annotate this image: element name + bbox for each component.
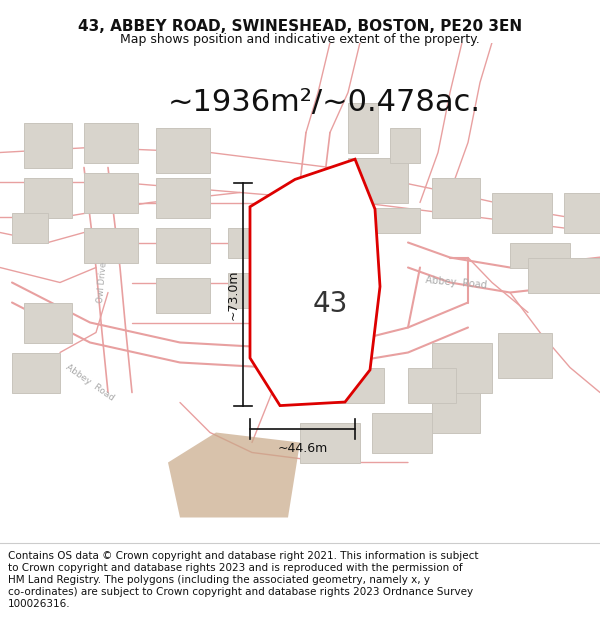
Text: ~44.6m: ~44.6m <box>277 442 328 455</box>
Polygon shape <box>432 177 480 217</box>
Text: ~73.0m: ~73.0m <box>227 269 240 319</box>
Polygon shape <box>228 272 270 308</box>
Text: Contains OS data © Crown copyright and database right 2021. This information is : Contains OS data © Crown copyright and d… <box>8 551 478 561</box>
Polygon shape <box>492 192 552 232</box>
Polygon shape <box>390 127 420 162</box>
Text: Abbey  Road: Abbey Road <box>425 275 487 290</box>
Text: 43: 43 <box>313 291 347 318</box>
Text: Abbey  Road: Abbey Road <box>269 350 331 365</box>
Text: 43, ABBEY ROAD, SWINESHEAD, BOSTON, PE20 3EN: 43, ABBEY ROAD, SWINESHEAD, BOSTON, PE20… <box>78 19 522 34</box>
Polygon shape <box>432 392 480 432</box>
Polygon shape <box>168 432 300 518</box>
Text: to Crown copyright and database rights 2023 and is reproduced with the permissio: to Crown copyright and database rights 2… <box>8 563 463 573</box>
Polygon shape <box>84 228 138 262</box>
Polygon shape <box>156 228 210 262</box>
Polygon shape <box>372 208 420 232</box>
Polygon shape <box>498 332 552 378</box>
Polygon shape <box>24 302 72 343</box>
Polygon shape <box>12 213 48 243</box>
Polygon shape <box>156 127 210 172</box>
Polygon shape <box>84 122 138 162</box>
Polygon shape <box>372 412 432 452</box>
Polygon shape <box>348 158 408 202</box>
Polygon shape <box>156 177 210 217</box>
Text: ~1936m²/~0.478ac.: ~1936m²/~0.478ac. <box>168 88 481 117</box>
Polygon shape <box>330 368 384 402</box>
Polygon shape <box>12 352 60 392</box>
Polygon shape <box>300 422 360 462</box>
Text: Chantment Oaks: Chantment Oaks <box>288 260 300 325</box>
Polygon shape <box>528 258 600 292</box>
Polygon shape <box>24 177 72 217</box>
Polygon shape <box>250 159 380 406</box>
Text: Owl Drive: Owl Drive <box>96 262 108 303</box>
Polygon shape <box>24 122 72 168</box>
Text: HM Land Registry. The polygons (including the associated geometry, namely x, y: HM Land Registry. The polygons (includin… <box>8 575 430 585</box>
Text: Map shows position and indicative extent of the property.: Map shows position and indicative extent… <box>120 33 480 46</box>
Polygon shape <box>228 228 270 258</box>
Text: 100026316.: 100026316. <box>8 599 70 609</box>
Polygon shape <box>432 342 492 392</box>
Polygon shape <box>84 173 138 213</box>
Text: co-ordinates) are subject to Crown copyright and database rights 2023 Ordnance S: co-ordinates) are subject to Crown copyr… <box>8 587 473 597</box>
Polygon shape <box>156 278 210 312</box>
Polygon shape <box>564 192 600 232</box>
Polygon shape <box>348 102 378 152</box>
Polygon shape <box>510 242 570 268</box>
Polygon shape <box>408 368 456 402</box>
Text: Abbey  Road: Abbey Road <box>64 362 116 403</box>
